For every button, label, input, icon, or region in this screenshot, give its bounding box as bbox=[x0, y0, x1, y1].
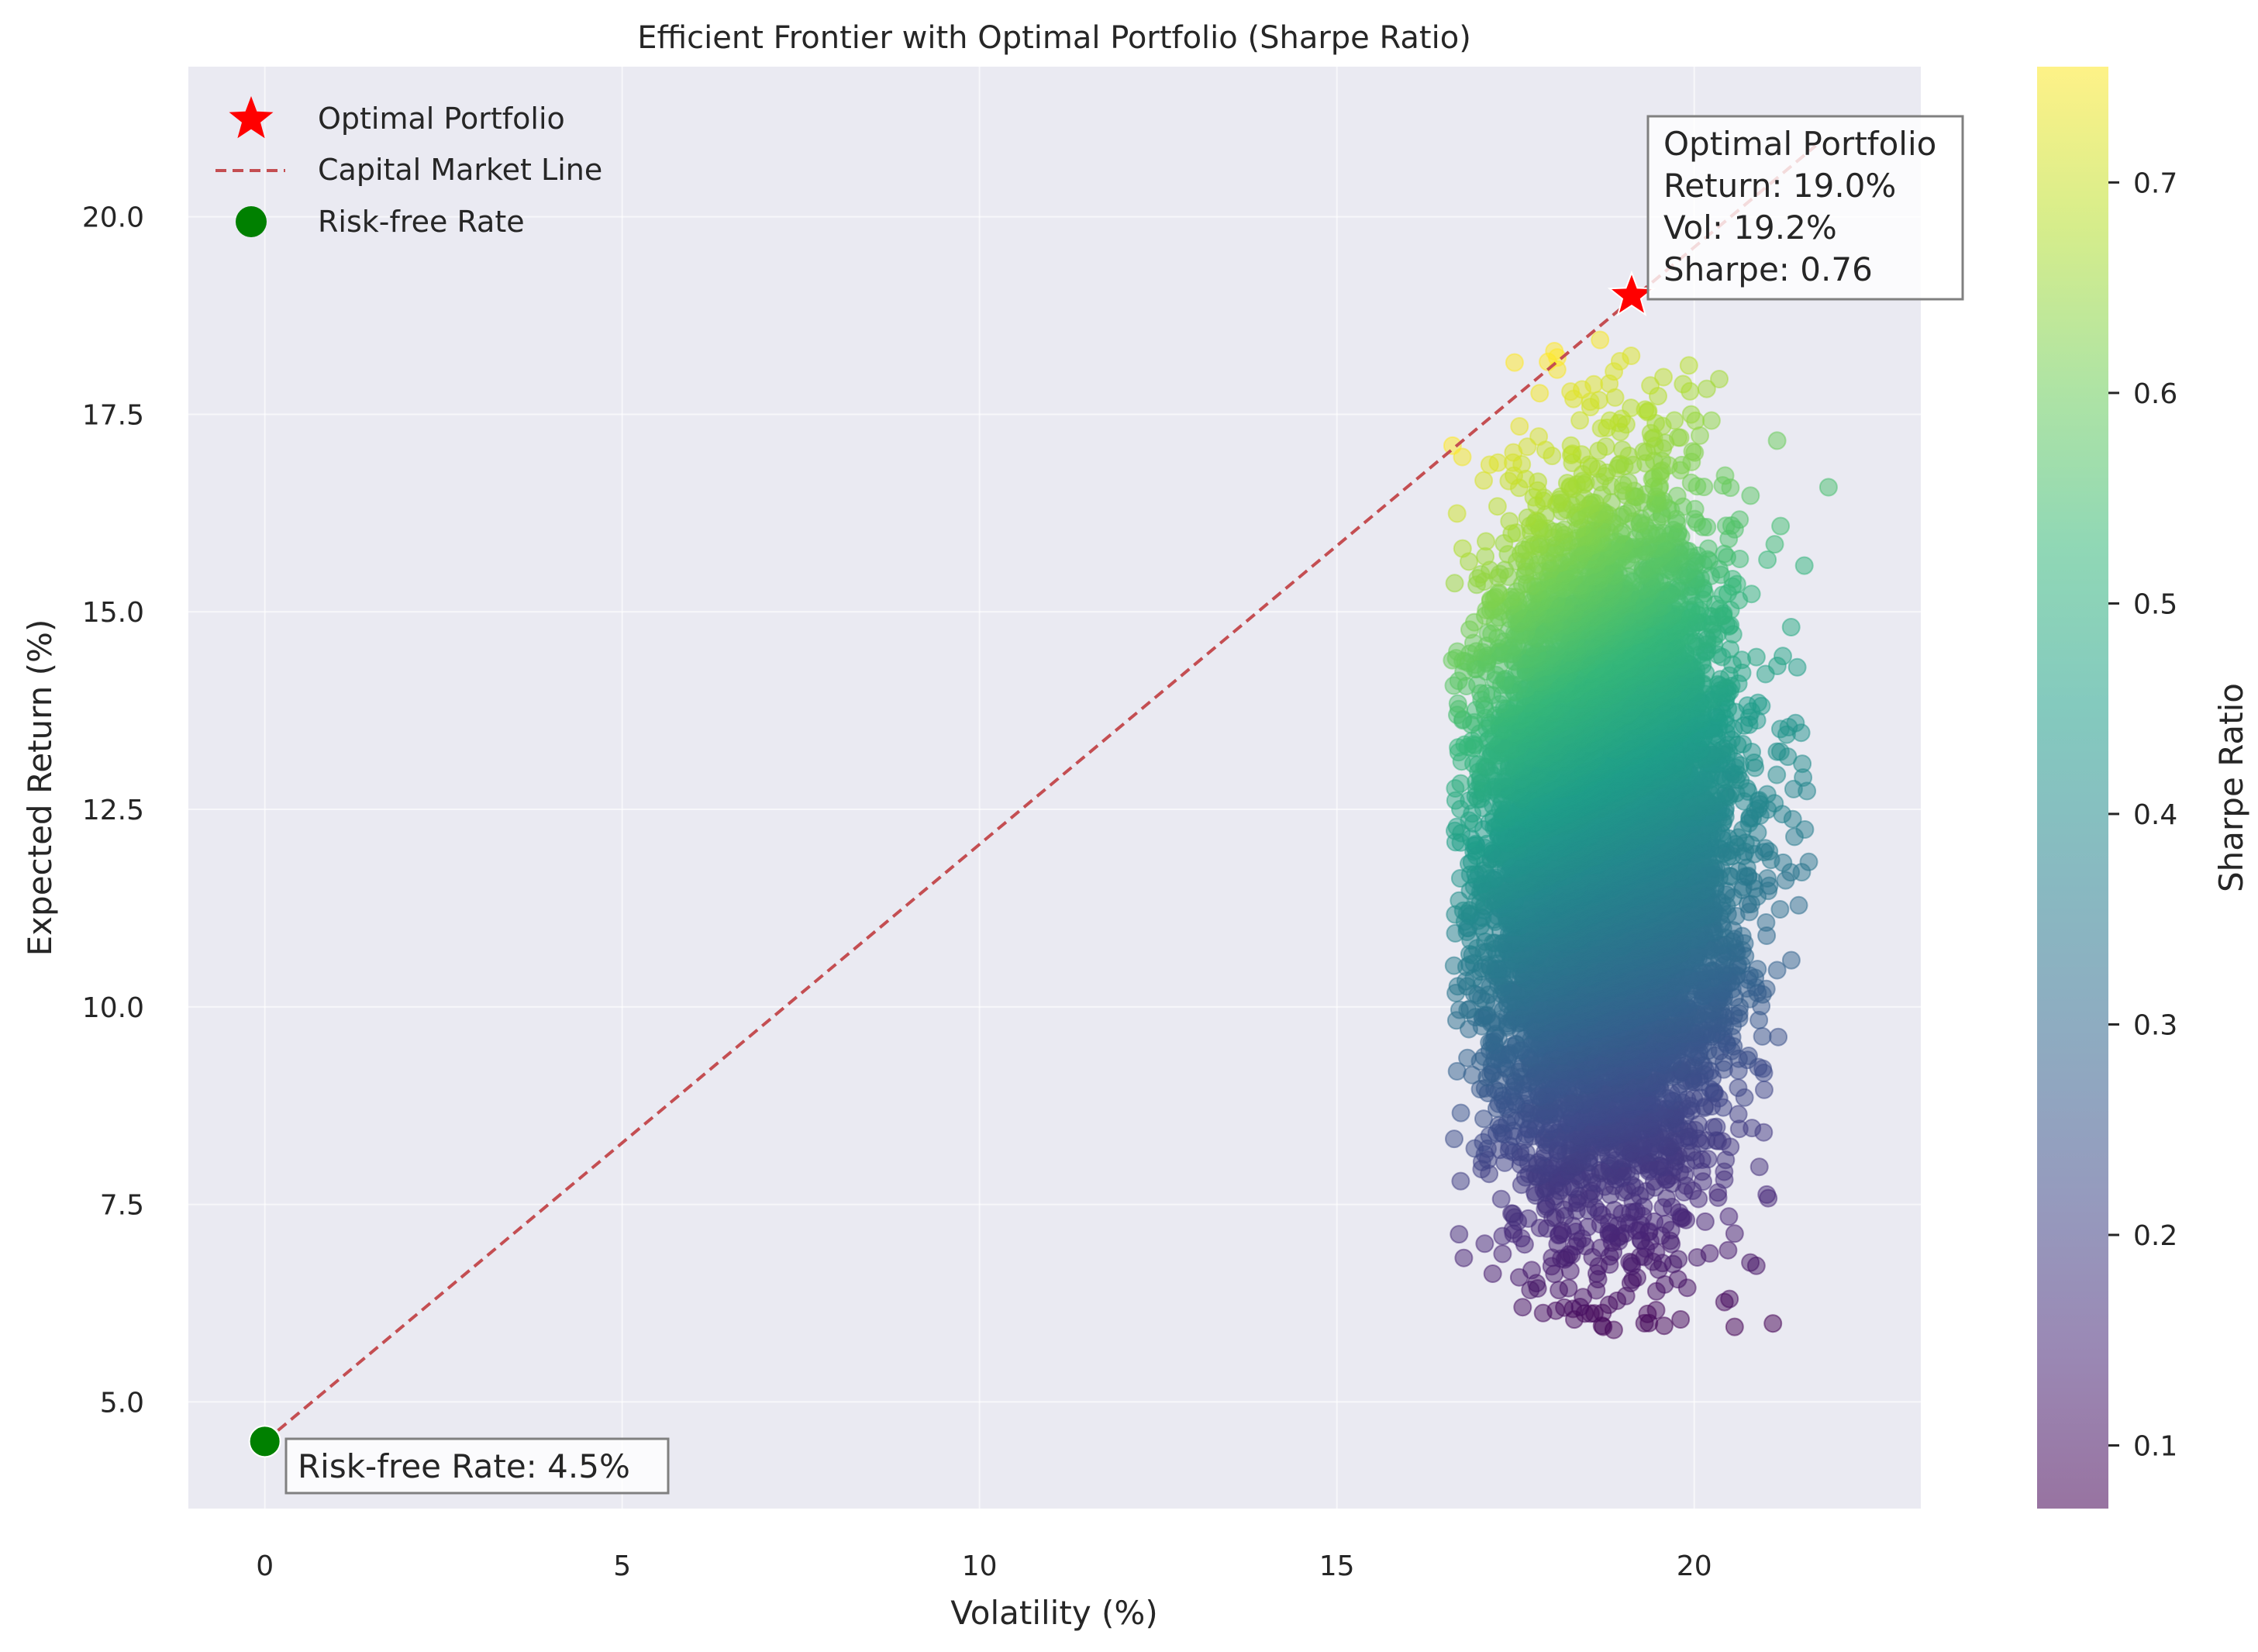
portfolio-point bbox=[1475, 1234, 1494, 1254]
portfolio-point bbox=[1669, 1250, 1688, 1269]
portfolio-point bbox=[1769, 1027, 1788, 1047]
portfolio-point bbox=[1491, 1189, 1511, 1209]
portfolio-point bbox=[1654, 1316, 1674, 1336]
portfolio-point bbox=[1450, 1000, 1469, 1019]
portfolio-point bbox=[1750, 1157, 1769, 1177]
portfolio-point bbox=[1753, 1026, 1772, 1046]
portfolio-point bbox=[1513, 1298, 1532, 1317]
portfolio-point bbox=[1700, 1243, 1719, 1263]
portfolio-point bbox=[1767, 765, 1787, 785]
portfolio-point bbox=[1555, 1298, 1574, 1317]
portfolio-point bbox=[1725, 1224, 1744, 1243]
chart-title: Efficient Frontier with Optimal Portfoli… bbox=[637, 20, 1471, 56]
portfolio-point bbox=[1720, 1289, 1739, 1309]
portfolio-point bbox=[1493, 1244, 1512, 1264]
portfolio-point bbox=[1559, 1278, 1578, 1298]
portfolio-point bbox=[1729, 1078, 1748, 1098]
portfolio-point bbox=[1451, 1171, 1470, 1191]
portfolio-point bbox=[1741, 1253, 1760, 1272]
portfolio-point bbox=[1725, 1317, 1744, 1336]
portfolio-point bbox=[1799, 852, 1818, 871]
portfolio-point bbox=[1605, 1200, 1624, 1219]
portfolio-point bbox=[1522, 1261, 1541, 1280]
portfolio-point bbox=[1718, 1240, 1738, 1260]
portfolio-point bbox=[1450, 1225, 1469, 1244]
portfolio-point bbox=[1502, 1204, 1521, 1223]
portfolio-point bbox=[1781, 950, 1801, 970]
portfolio-point bbox=[1757, 1185, 1777, 1204]
portfolio-point bbox=[1757, 785, 1777, 804]
portfolio-point bbox=[1458, 1048, 1477, 1067]
portfolio-point bbox=[1789, 895, 1808, 915]
portfolio-point bbox=[1739, 1047, 1758, 1065]
portfolio-point bbox=[1704, 1118, 1723, 1137]
portfolio-point bbox=[1729, 1105, 1748, 1124]
portfolio-point bbox=[1454, 1248, 1474, 1267]
portfolio-point bbox=[1748, 960, 1767, 979]
random-portfolios bbox=[1443, 330, 1838, 1340]
portfolio-point bbox=[1719, 1207, 1739, 1226]
portfolio-point bbox=[1445, 1129, 1463, 1149]
portfolio-point bbox=[1770, 900, 1790, 919]
portfolio-point bbox=[1756, 913, 1776, 932]
portfolio-point bbox=[1754, 1080, 1774, 1099]
portfolio-point bbox=[1763, 1314, 1783, 1333]
portfolio-point bbox=[1646, 1301, 1666, 1319]
portfolio-point bbox=[1671, 1310, 1691, 1329]
portfolio-point bbox=[1483, 1264, 1502, 1283]
portfolio-point bbox=[1695, 1212, 1715, 1231]
portfolio-point bbox=[1451, 1103, 1470, 1123]
portfolio-point bbox=[1444, 956, 1463, 975]
